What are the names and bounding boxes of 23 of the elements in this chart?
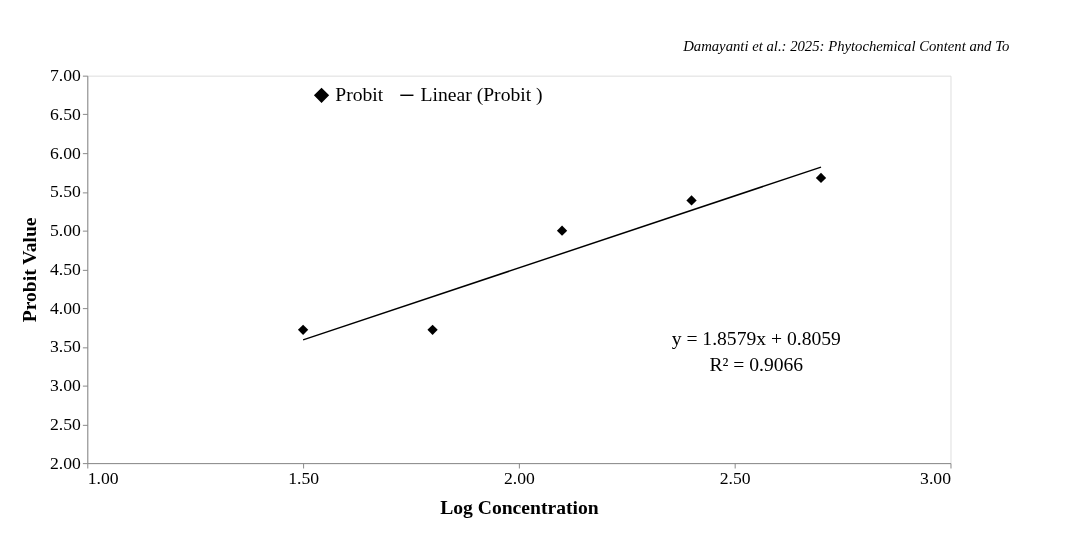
y-axis-title: Probit Value xyxy=(19,217,41,323)
y-tick-label: 5.50 xyxy=(50,181,82,202)
y-tick-label: 3.50 xyxy=(50,336,82,357)
annotation: y = 1.8579x + 0.8059 xyxy=(671,328,841,350)
y-tick-label: 7.00 xyxy=(50,65,82,86)
y-tick-label: 6.00 xyxy=(50,142,82,163)
x-tick-label: 2.00 xyxy=(503,468,535,489)
x-tick-label: 1.50 xyxy=(288,468,320,489)
y-tick-label: 2.00 xyxy=(50,452,82,473)
y-tick-label: 2.50 xyxy=(50,413,82,434)
y-tick-label: 3.00 xyxy=(50,375,82,396)
y-tick-label: 4.00 xyxy=(50,297,82,318)
x-tick-label: 2.50 xyxy=(719,468,751,489)
y-tick-label: 5.00 xyxy=(50,220,82,241)
y-tick-label: 4.50 xyxy=(50,258,82,279)
x-axis-title: Log Concentration xyxy=(440,496,599,518)
text: Damayanti et al.: 2025: Phytochemical Content and To xyxy=(682,38,1010,55)
y-tick-label: 6.50 xyxy=(50,103,82,124)
annotation: R² = 0.9066 xyxy=(709,353,804,375)
legend-label: Probit xyxy=(335,84,384,106)
x-tick-label: 3.00 xyxy=(920,468,952,489)
x-tick-label: 1.00 xyxy=(87,468,119,489)
legend-label: Linear (Probit ) xyxy=(420,84,543,107)
